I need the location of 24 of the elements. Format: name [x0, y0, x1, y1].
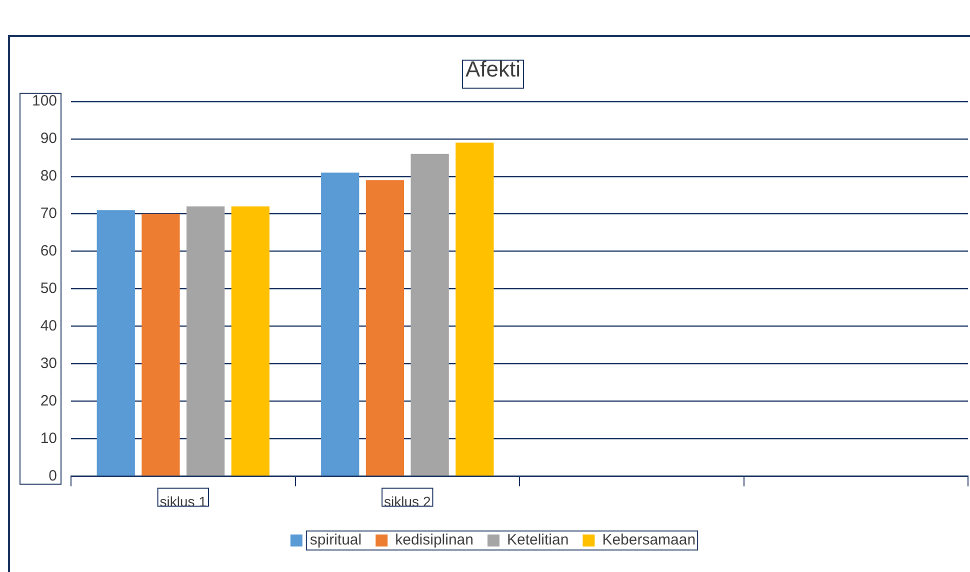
bar	[231, 206, 270, 476]
bar	[321, 172, 360, 476]
y-tick-label: 100	[32, 92, 58, 110]
y-tick-label: 40	[40, 317, 58, 334]
y-tick-label: 90	[40, 130, 58, 148]
bar	[456, 142, 494, 476]
y-tick-label: 20	[40, 392, 58, 410]
legend-label: Kebersamaan	[602, 532, 696, 549]
y-tick-label: 30	[40, 354, 58, 372]
y-tick-label: 60	[40, 242, 58, 260]
chart-title: Afekti	[465, 56, 521, 82]
bar	[186, 206, 225, 476]
y-tick-label: 0	[48, 467, 58, 484]
y-tick-label: 10	[40, 430, 58, 447]
bar	[410, 154, 449, 476]
bar	[96, 210, 135, 476]
legend-label: kedisiplinan	[395, 532, 474, 549]
y-tick-label: 50	[40, 280, 58, 297]
legend-label: spiritual	[310, 532, 362, 549]
legend-label: Ketelitian	[506, 532, 569, 549]
bar	[366, 180, 404, 476]
bar	[142, 214, 180, 476]
y-tick-label: 70	[40, 204, 58, 222]
y-tick-label: 80	[40, 168, 58, 184]
